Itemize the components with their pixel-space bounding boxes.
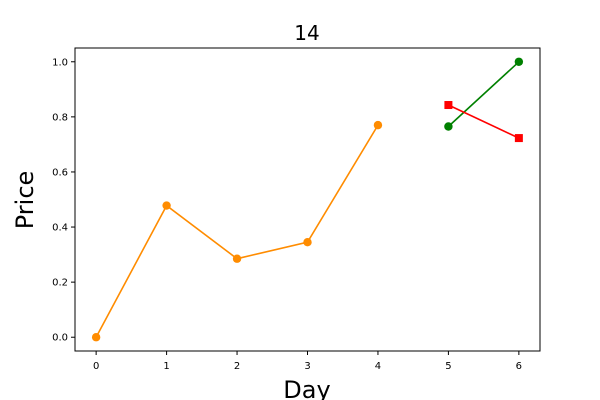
x-tick-label: 6 xyxy=(516,361,522,372)
series-0-point xyxy=(91,333,101,342)
series-2-point xyxy=(514,134,523,143)
y-tick-label: 1.0 xyxy=(52,57,68,68)
series-0-point xyxy=(232,254,242,263)
plot-series xyxy=(91,57,524,342)
x-tick-label: 4 xyxy=(375,361,381,372)
x-axis-ticks: 0 1 2 3 4 5 6 xyxy=(93,351,522,372)
y-tick-label: 0.6 xyxy=(52,167,68,178)
plot-frame xyxy=(74,47,541,352)
series-1-line xyxy=(447,61,520,128)
x-tick-label: 1 xyxy=(163,361,169,372)
series-2-point xyxy=(444,101,453,110)
y-tick-label: 0.4 xyxy=(52,223,68,234)
x-tick-label: 2 xyxy=(234,361,240,372)
series-0-point xyxy=(162,201,171,210)
series-1-point xyxy=(514,57,524,66)
series-1-point xyxy=(444,122,453,131)
y-tick-label: 0.8 xyxy=(52,112,68,123)
x-tick-label: 3 xyxy=(304,361,310,372)
y-axis-label: Price xyxy=(11,171,39,230)
x-tick-label: 5 xyxy=(445,361,451,372)
y-axis-ticks: 0.0 0.2 0.4 0.6 0.8 1.0 xyxy=(52,57,75,344)
series-0-point xyxy=(303,237,312,247)
y-tick-label: 0.0 xyxy=(52,333,68,344)
y-tick-label: 0.2 xyxy=(52,278,68,289)
chart-title: 14 xyxy=(294,21,319,45)
series-2-line xyxy=(448,104,520,139)
series-0-line xyxy=(95,124,379,338)
x-tick-label: 0 xyxy=(93,361,99,372)
series-0-point xyxy=(373,120,383,130)
x-axis-label: Day xyxy=(283,376,330,400)
